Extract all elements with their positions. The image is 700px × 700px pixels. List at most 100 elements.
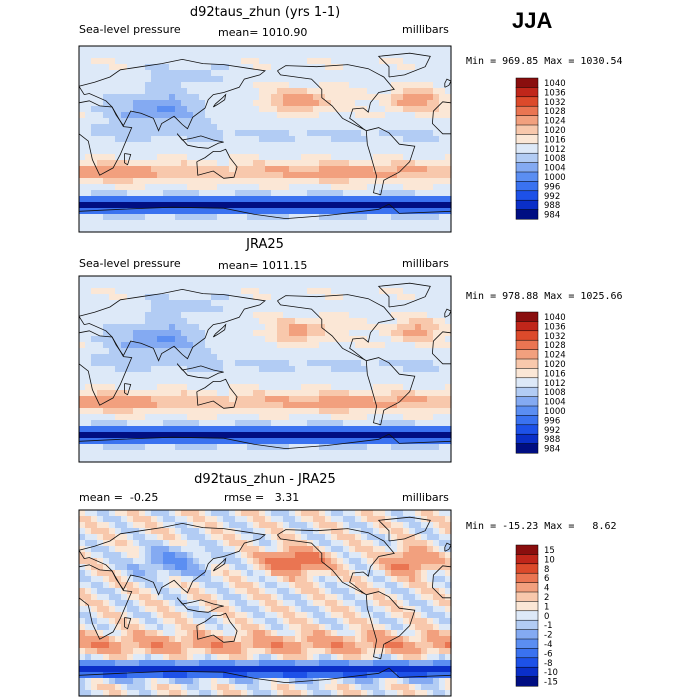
map-cell [211,414,218,421]
map-cell [259,600,266,607]
map-cell [271,300,278,307]
map-cell [355,300,362,307]
map-cell [355,444,362,451]
map-cell [151,330,158,337]
map-cell [79,378,86,385]
map-cell [277,396,284,403]
map-cell [439,100,446,107]
map-cell [157,70,164,77]
map-cell [301,312,308,319]
map-cell [193,312,200,319]
map-cell [163,88,170,95]
map-cell [433,208,440,215]
map-cell [163,226,170,233]
map-cell [97,294,104,301]
map-cell [289,64,296,71]
map-cell [235,552,242,559]
map-cell [433,106,440,113]
map-cell [415,528,422,535]
map-cell [109,94,116,101]
map-cell [163,312,170,319]
map-cell [277,58,284,65]
map-cell [187,226,194,233]
map-cell [229,330,236,337]
map-cell [199,558,206,565]
map-cell [397,426,404,433]
map-cell [79,606,86,613]
map-cell [187,510,194,517]
map-cell [433,348,440,355]
map-cell [433,196,440,203]
map-cell [439,70,446,77]
map-cell [277,366,284,373]
map-cell [283,600,290,607]
map-cell [103,348,110,355]
map-cell [85,196,92,203]
map-cell [271,70,278,77]
map-cell [127,348,134,355]
map-cell [295,558,302,565]
map-cell [133,190,140,197]
map-cell [343,112,350,119]
map-cell [427,166,434,173]
map-cell [223,540,230,547]
map-cell [79,190,86,197]
map-cell [193,564,200,571]
map-cell [115,52,122,59]
map-cell [241,570,248,577]
map-cell [415,570,422,577]
map-cell [157,522,164,529]
map-cell [151,70,158,77]
map-cell [331,330,338,337]
map-cell [229,112,236,119]
map-cell [145,540,152,547]
map-cell [277,282,284,289]
map-cell [259,130,266,137]
map-cell [385,396,392,403]
map-cell [217,414,224,421]
map-cell [193,160,200,167]
map-cell [313,432,320,439]
map-cell [319,396,326,403]
map-cell [415,70,422,77]
map-cell [331,124,338,131]
map-cell [271,402,278,409]
map-cell [385,546,392,553]
map-cell [163,64,170,71]
map-cell [415,94,422,101]
map-cell [379,528,386,535]
map-cell [217,558,224,565]
map-cell [235,288,242,295]
map-cell [295,130,302,137]
map-cell [403,534,410,541]
map-cell [445,190,452,197]
map-cell [163,552,170,559]
map-cell [211,450,218,457]
map-cell [205,552,212,559]
map-cell [409,100,416,107]
map-cell [139,136,146,143]
map-cell [379,366,386,373]
map-cell [103,516,110,523]
map-cell [115,82,122,89]
map-cell [337,384,344,391]
map-cell [133,588,140,595]
map-cell [331,160,338,167]
map-cell [409,136,416,143]
map-cell [85,70,92,77]
map-cell [91,214,98,221]
map-cell [265,106,272,113]
map-cell [277,88,284,95]
colorbar-swatch [515,386,539,398]
map-cell [145,432,152,439]
map-cell [379,552,386,559]
map-cell [361,58,368,65]
map-cell [397,178,404,185]
map-cell [121,522,128,529]
map-cell [439,226,446,233]
map-cell [403,396,410,403]
map-cell [169,588,176,595]
colorbar-swatch [515,115,539,126]
map-cell [403,516,410,523]
map-cell [361,94,368,101]
